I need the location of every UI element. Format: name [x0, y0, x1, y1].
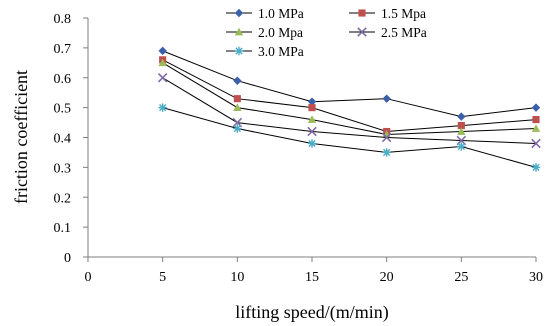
point-marker [158, 103, 167, 112]
point-marker [157, 72, 168, 83]
legend-item: 2.5 MPa [349, 25, 427, 40]
y-tick-label: 0.6 [54, 72, 72, 87]
x-tick-label: 30 [529, 270, 543, 285]
legend-label: 2.0 Mpa [258, 25, 303, 40]
series-4 [157, 72, 541, 149]
x-tick-label: 10 [230, 270, 244, 285]
point-marker [158, 58, 167, 67]
legend-label: 1.0 MPa [258, 6, 304, 21]
point-marker [307, 126, 317, 137]
point-marker [234, 8, 244, 18]
x-tick-label: 0 [85, 270, 92, 285]
x-tick-label: 15 [305, 270, 319, 285]
axes [83, 17, 537, 262]
point-marker [531, 138, 541, 149]
point-marker [158, 46, 167, 56]
point-marker [307, 139, 317, 148]
y-tick-label: 0 [64, 251, 71, 266]
y-tick-label: 0.1 [54, 221, 72, 236]
point-marker [233, 76, 242, 85]
point-marker [308, 104, 316, 112]
x-axis-title: lifting speed/(m/min) [235, 302, 388, 323]
legend: 1.0 MPa 1.5 Mpa 2.0 Mpa 2.5 MPa 3.0 MPa [226, 6, 427, 59]
legend-item: 1.0 MPa [226, 6, 304, 21]
point-marker [382, 94, 391, 103]
point-marker [457, 142, 466, 151]
series-2 [159, 56, 540, 136]
series-line [162, 77, 537, 144]
series-5 [158, 103, 541, 172]
y-tick-label: 0.5 [54, 102, 72, 117]
series-layer [157, 46, 541, 172]
point-marker [357, 27, 367, 37]
legend-label: 1.5 Mpa [381, 6, 426, 21]
y-tick-label: 0.7 [54, 42, 72, 57]
y-tick-label: 0.2 [54, 191, 72, 206]
x-tick-label: 25 [454, 270, 468, 285]
point-marker [234, 27, 244, 36]
y-axis-title: friction coefficient [11, 70, 31, 204]
series-line [162, 107, 537, 168]
point-marker [531, 124, 541, 132]
point-marker [307, 97, 317, 106]
point-marker [532, 116, 540, 124]
point-marker [457, 127, 466, 135]
point-marker [382, 148, 391, 157]
point-marker [233, 103, 242, 111]
point-marker [233, 95, 241, 103]
point-marker [233, 124, 242, 133]
y-tick-label: 0.3 [54, 161, 72, 176]
point-marker [457, 112, 466, 121]
point-marker [531, 163, 541, 172]
point-marker [457, 121, 465, 130]
legend-label: 3.0 MPa [258, 44, 304, 59]
point-marker [381, 132, 392, 143]
x-tick-label: 20 [380, 270, 394, 285]
tick-labels: 0 0.1 0.2 0.3 0.4 0.5 0.6 0.7 0.8 0 5 10 15 20 25 30 [54, 12, 544, 285]
series-1 [158, 46, 541, 121]
legend-item: 3.0 MPa [226, 44, 304, 59]
legend-item: 1.5 Mpa [349, 6, 426, 21]
x-tick-label: 5 [159, 270, 166, 285]
legend-label: 2.5 MPa [381, 25, 427, 40]
y-tick-label: 0.8 [54, 12, 72, 27]
series-line [162, 59, 537, 133]
series-line [162, 50, 537, 118]
series-3 [158, 58, 541, 138]
point-marker [307, 115, 317, 123]
point-marker [531, 103, 541, 112]
point-marker [234, 46, 244, 56]
series-line [162, 62, 537, 136]
legend-item: 2.0 Mpa [226, 25, 303, 40]
point-marker [358, 9, 366, 17]
y-tick-label: 0.4 [54, 132, 72, 147]
